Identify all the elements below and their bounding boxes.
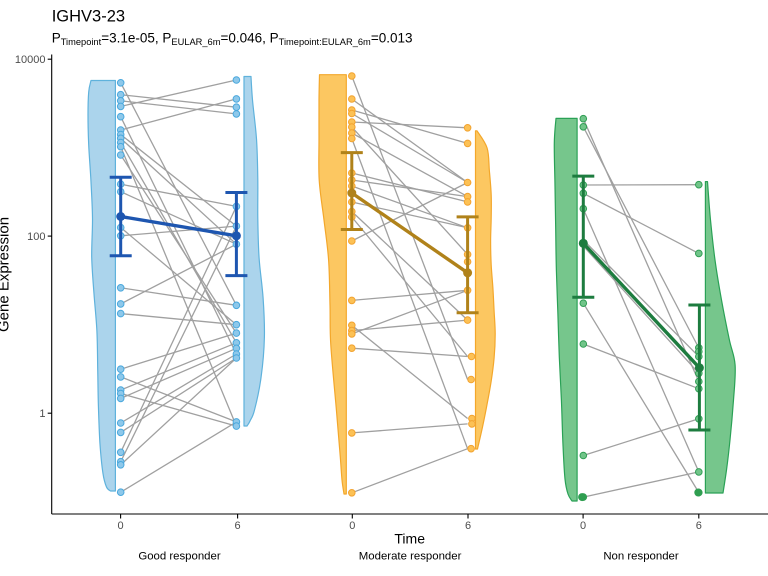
svg-text:0: 0 — [118, 520, 124, 532]
svg-text:100: 100 — [27, 231, 45, 243]
svg-text:0: 0 — [349, 520, 355, 532]
svg-text:Moderate responder: Moderate responder — [359, 551, 462, 563]
svg-text:Gene Expression: Gene Expression — [0, 217, 13, 332]
svg-text:6: 6 — [235, 520, 241, 532]
svg-text:Non responder: Non responder — [603, 551, 679, 563]
svg-text:6: 6 — [696, 520, 702, 532]
svg-text:PTimepoint=3.1e-05, PEULAR_6m=: PTimepoint=3.1e-05, PEULAR_6m=0.046, PTi… — [52, 31, 413, 48]
svg-text:10000: 10000 — [15, 54, 46, 66]
svg-text:6: 6 — [465, 520, 471, 532]
svg-text:Good responder: Good responder — [138, 551, 221, 563]
svg-text:0: 0 — [580, 520, 586, 532]
svg-text:Time: Time — [394, 531, 425, 547]
svg-text:IGHV3-23: IGHV3-23 — [52, 7, 125, 25]
svg-text:1: 1 — [39, 408, 45, 420]
